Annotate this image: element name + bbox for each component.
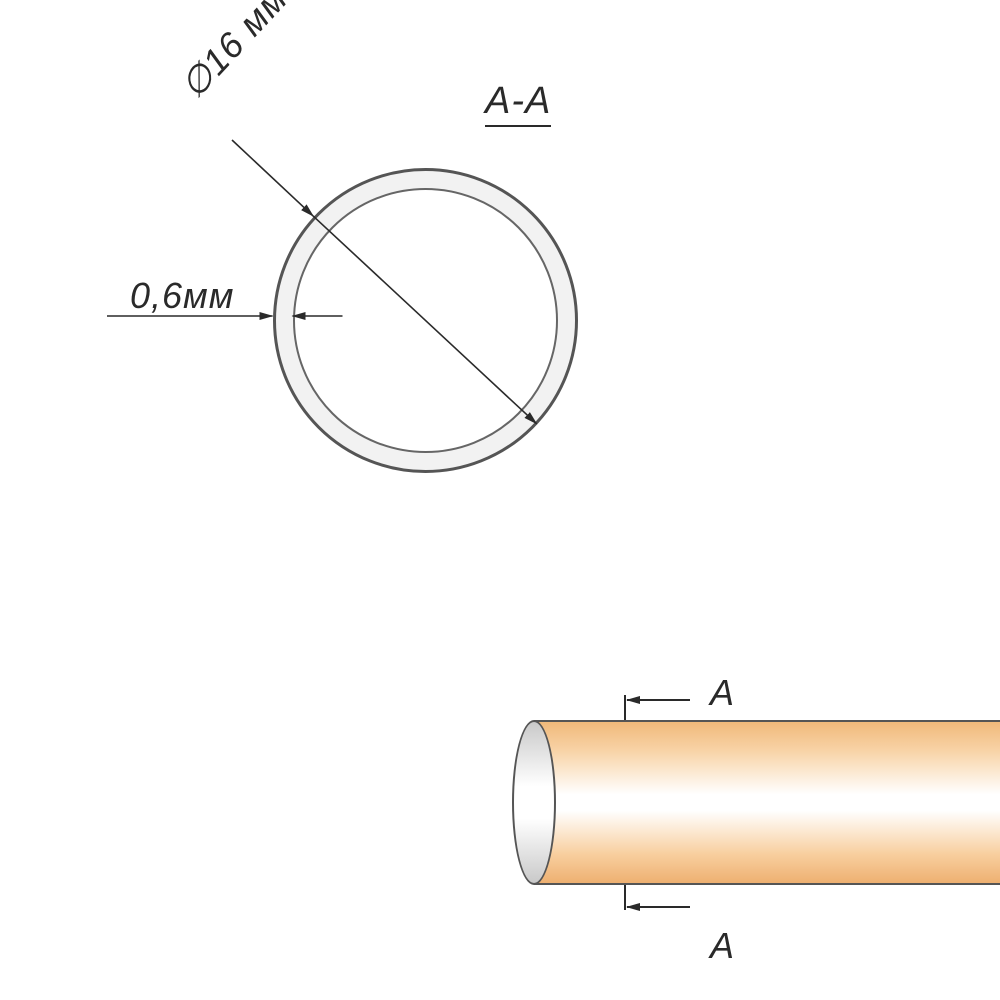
tube-body	[534, 720, 1000, 885]
section-mark-label-top: A	[710, 672, 734, 714]
tube-side-view	[512, 720, 1000, 885]
drawing-canvas: A-A ∅16 мм 0,6мм A A	[0, 0, 1000, 1000]
wall-thickness-dimension-label: 0,6мм	[130, 275, 234, 317]
section-title: A-A	[485, 80, 551, 127]
section-mark-label-bottom: A	[710, 925, 734, 967]
diameter-dimension-label: ∅16 мм	[172, 0, 296, 107]
cross-section-inner-circle	[293, 188, 558, 453]
tube-open-end	[512, 720, 556, 885]
